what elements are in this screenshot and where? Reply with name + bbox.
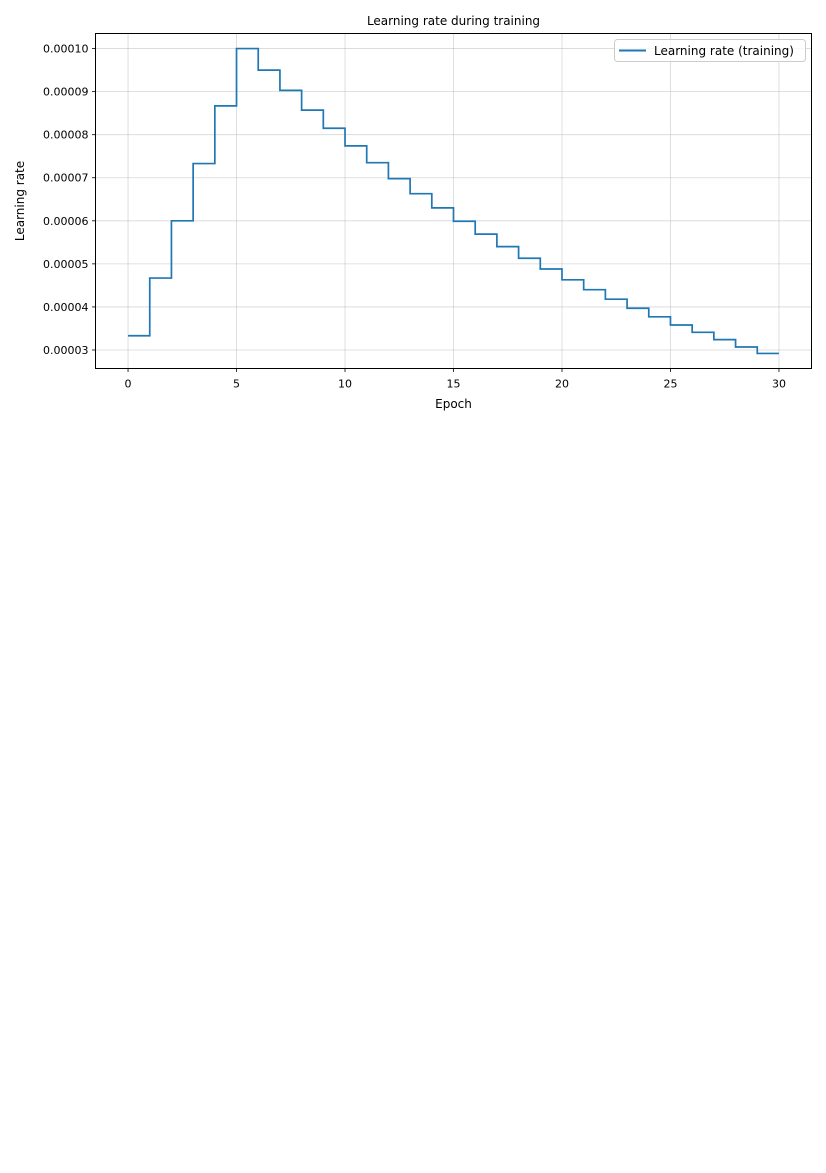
x-tick-label: 0 <box>125 378 132 391</box>
y-axis-label: Learning rate <box>13 161 27 241</box>
legend: Learning rate (training) <box>614 39 806 62</box>
x-tick-label: 25 <box>663 378 677 391</box>
x-tick-label: 10 <box>338 378 352 391</box>
tick-layer: 0 5 10 15 20 25 30 0.00003 0.00004 0.00005 0.00006… <box>43 43 786 391</box>
y-tick-label: 0.00006 <box>43 215 89 228</box>
y-tick-label: 0.00010 <box>43 43 89 56</box>
legend-label: Learning rate (training) <box>654 44 794 58</box>
legend-box <box>614 39 806 62</box>
learning-rate-series-line <box>128 47 779 355</box>
y-tick-label: 0.00007 <box>43 172 89 185</box>
x-tick-label: 20 <box>555 378 569 391</box>
y-tick-label: 0.00005 <box>43 258 89 271</box>
y-tick-label: 0.00003 <box>43 344 89 357</box>
x-tick-label: 15 <box>447 378 461 391</box>
chart-title: Learning rate during training <box>367 14 540 28</box>
y-tick-label: 0.00008 <box>43 129 89 142</box>
y-tick-label: 0.00009 <box>43 86 89 99</box>
x-axis-label: Epoch <box>435 397 472 411</box>
x-tick-label: 30 <box>772 378 786 391</box>
series-layer <box>128 47 779 355</box>
grid-lines <box>95 33 812 369</box>
y-tick-label: 0.00004 <box>43 301 89 314</box>
x-tick-label: 5 <box>233 378 240 391</box>
